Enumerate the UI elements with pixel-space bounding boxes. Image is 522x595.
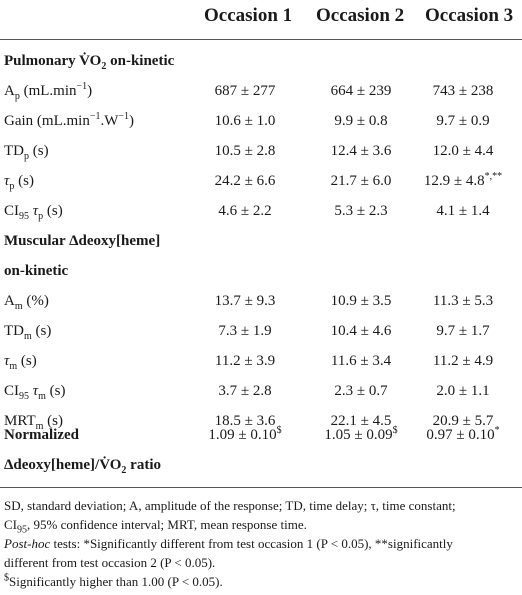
significance-marker: $ bbox=[392, 425, 398, 436]
table-row: CI95 τm (s) 3.7 ± 2.8 2.3 ± 0.7 2.0 ± 1.… bbox=[0, 377, 522, 407]
cell-occasion-2: 5.3 ± 2.3 bbox=[334, 203, 388, 219]
row-label: Am (%) bbox=[4, 293, 49, 312]
footer-rule bbox=[0, 487, 522, 488]
section-muscular-title-line-1: Muscular Δdeoxy[heme] bbox=[4, 233, 161, 249]
section-pulmonary-title: Pulmonary V̇O2 on-kinetic bbox=[4, 53, 175, 72]
cell-occasion-2: 2.3 ± 0.7 bbox=[334, 383, 388, 399]
cell-occasion-1: 11.2 ± 3.9 bbox=[214, 353, 276, 369]
table-row: Gain (mL.min−1.W−1) 10.6 ± 1.0 9.9 ± 0.8… bbox=[0, 107, 522, 137]
header-occasion-2: Occasion 2 bbox=[316, 5, 405, 26]
table-header-row: Occasion 1 Occasion 2 Occasion 3 bbox=[0, 0, 522, 36]
significance-marker: $ bbox=[276, 425, 282, 436]
cell-occasion-2: 10.9 ± 3.5 bbox=[330, 293, 392, 309]
footnote-posthoc-line-2: different from test occasion 2 (P < 0.05… bbox=[4, 555, 216, 570]
cell-occasion-2: 12.4 ± 3.6 bbox=[330, 143, 392, 159]
footnote-abbreviations: SD, standard deviation; A, amplitude of … bbox=[4, 496, 514, 536]
row-label: CI95 τm (s) bbox=[4, 383, 66, 402]
cell-occasion-1: 10.6 ± 1.0 bbox=[214, 113, 276, 129]
cell-occasion-1: 7.3 ± 1.9 bbox=[218, 323, 272, 339]
table-row: MRTm (s) 18.5 ± 3.6 22.1 ± 4.5 20.9 ± 5.… bbox=[0, 407, 522, 437]
cell-occasion-1: 687 ± 277 bbox=[214, 83, 276, 99]
cell-occasion-2: 21.7 ± 6.0 bbox=[330, 173, 392, 189]
cell-occasion-1: 4.6 ± 2.2 bbox=[218, 203, 272, 219]
cell-occasion-1: 10.5 ± 2.8 bbox=[214, 143, 276, 159]
cell-occasion-2: 10.4 ± 4.6 bbox=[330, 323, 392, 339]
cell-occasion-1: 18.5 ± 3.6 bbox=[214, 413, 276, 429]
section-pulmonary: Pulmonary V̇O2 on-kinetic bbox=[0, 47, 522, 77]
row-label: CI95 τp (s) bbox=[4, 203, 63, 222]
footnote-dollar: $Significantly higher than 1.00 (P < 0.0… bbox=[4, 572, 514, 591]
footnote-posthoc-line-1: Post-hoc tests: *Significantly different… bbox=[4, 536, 453, 551]
table-row: Am (%) 13.7 ± 9.3 10.9 ± 3.5 11.3 ± 5.3 bbox=[0, 287, 522, 317]
row-label: TDm (s) bbox=[4, 323, 52, 342]
row-label: Ap (mL.min−1) bbox=[4, 81, 93, 102]
table-row: CI95 τp (s) 4.6 ± 2.2 5.3 ± 2.3 4.1 ± 1.… bbox=[0, 197, 522, 227]
cell-occasion-2: 11.6 ± 3.4 bbox=[330, 353, 392, 369]
section-muscular-title-line-2: on-kinetic bbox=[4, 263, 69, 279]
row-label: MRTm (s) bbox=[4, 413, 63, 432]
table-row-normalized-continued: Δdeoxy[heme]/V̇O2 ratio bbox=[0, 451, 522, 481]
table-row: Ap (mL.min−1) 687 ± 277 664 ± 239 743 ± … bbox=[0, 77, 522, 107]
cell-occasion-3: 743 ± 238 bbox=[432, 83, 494, 99]
section-muscular: Muscular Δdeoxy[heme] bbox=[0, 227, 522, 257]
cell-occasion-1: 13.7 ± 9.3 bbox=[214, 293, 276, 309]
significance-marker: *,** bbox=[484, 171, 503, 182]
cell-occasion-3: 9.7 ± 0.9 bbox=[436, 113, 490, 129]
table-row-normalized: Normalized 1.09 ± 0.10$ 1.05 ± 0.09$ 0.9… bbox=[0, 421, 522, 451]
cell-occasion-3: 0.97 ± 0.10* bbox=[426, 425, 500, 444]
header-rule bbox=[0, 39, 522, 40]
cell-occasion-3: 12.0 ± 4.4 bbox=[432, 143, 494, 159]
section-muscular-continued: on-kinetic bbox=[0, 257, 522, 287]
header-occasion-1: Occasion 1 bbox=[204, 5, 293, 26]
cell-occasion-1: 24.2 ± 6.6 bbox=[214, 173, 276, 189]
row-label: τp (s) bbox=[4, 173, 34, 192]
cell-occasion-2: 22.1 ± 4.5 bbox=[330, 413, 392, 429]
row-label: τm (s) bbox=[4, 353, 37, 372]
table-row: τp (s) 24.2 ± 6.6 21.7 ± 6.0 12.9 ± 4.8*… bbox=[0, 167, 522, 197]
cell-occasion-2: 1.05 ± 0.09$ bbox=[324, 425, 398, 444]
footnote-abbr-line-2: CI95, 95% confidence interval; MRT, mean… bbox=[4, 517, 307, 536]
significance-marker: * bbox=[494, 425, 500, 436]
cell-occasion-3: 20.9 ± 5.7 bbox=[432, 413, 494, 429]
table-row: τm (s) 11.2 ± 3.9 11.6 ± 3.4 11.2 ± 4.9 bbox=[0, 347, 522, 377]
cell-occasion-3: 4.1 ± 1.4 bbox=[436, 203, 490, 219]
cell-occasion-2: 9.9 ± 0.8 bbox=[334, 113, 388, 129]
footnote-abbr-line-1: SD, standard deviation; A, amplitude of … bbox=[4, 498, 456, 513]
row-label-ratio: Δdeoxy[heme]/V̇O2 ratio bbox=[4, 457, 161, 476]
header-occasion-3: Occasion 3 bbox=[425, 5, 514, 26]
cell-occasion-3: 11.2 ± 4.9 bbox=[432, 353, 494, 369]
footnote-posthoc: Post-hoc tests: *Significantly different… bbox=[4, 534, 514, 572]
row-label-normalized: Normalized bbox=[4, 427, 79, 443]
table-row: TDm (s) 7.3 ± 1.9 10.4 ± 4.6 9.7 ± 1.7 bbox=[0, 317, 522, 347]
footnote-dollar-line: $Significantly higher than 1.00 (P < 0.0… bbox=[4, 572, 223, 589]
row-label: Gain (mL.min−1.W−1) bbox=[4, 111, 135, 130]
cell-occasion-3: 12.9 ± 4.8*,** bbox=[423, 171, 503, 190]
cell-occasion-3: 9.7 ± 1.7 bbox=[436, 323, 490, 339]
row-label: TDp (s) bbox=[4, 143, 49, 162]
cell-occasion-2: 664 ± 239 bbox=[330, 83, 392, 99]
cell-occasion-1: 1.09 ± 0.10$ bbox=[208, 425, 282, 444]
cell-occasion-3: 11.3 ± 5.3 bbox=[432, 293, 494, 309]
cell-occasion-1: 3.7 ± 2.8 bbox=[218, 383, 272, 399]
table-row: TDp (s) 10.5 ± 2.8 12.4 ± 3.6 12.0 ± 4.4 bbox=[0, 137, 522, 167]
cell-occasion-3: 2.0 ± 1.1 bbox=[436, 383, 490, 399]
